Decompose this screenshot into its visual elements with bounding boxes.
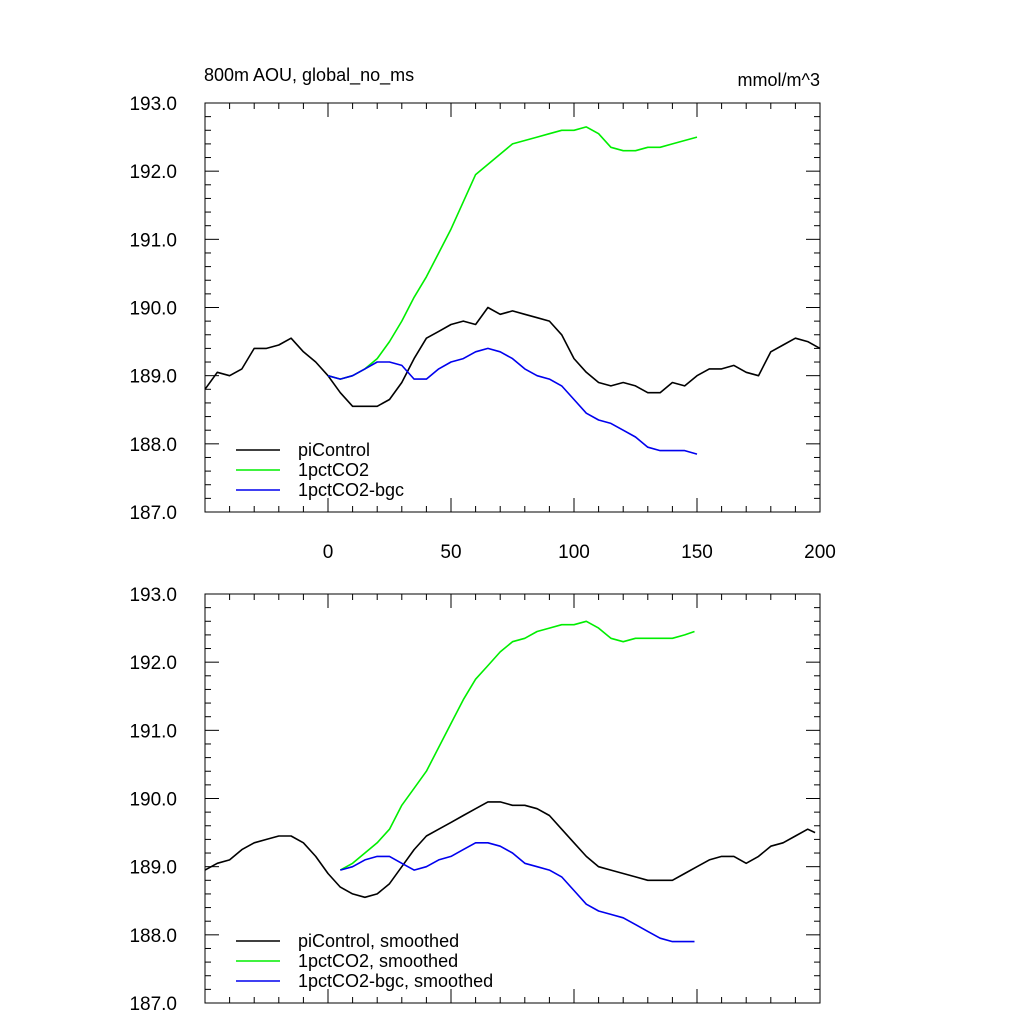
top-y-tick-label: 191.0: [129, 230, 177, 251]
bottom-legend-label: 1pctCO2, smoothed: [298, 951, 458, 971]
bottom-series-line-1: [339, 620, 695, 871]
bottom-y-tick-label: 189.0: [129, 858, 177, 879]
bottom-y-tick-label: 190.0: [129, 790, 177, 811]
top-y-tick-label: 187.0: [129, 503, 177, 524]
top-x-tick-label: 150: [681, 542, 713, 563]
top-x-tick-label: 200: [804, 542, 836, 563]
bottom-legend-label: 1pctCO2-bgc, smoothed: [298, 971, 493, 991]
bottom-x-ticks: [204, 594, 821, 1003]
top-y-tick-label: 193.0: [129, 94, 177, 115]
bottom-y-tick-label: 191.0: [129, 721, 177, 742]
top-x-tick-label: 100: [558, 542, 590, 563]
top-legend-label: piControl: [298, 440, 370, 460]
top-x-tick-label: 50: [440, 542, 461, 563]
bottom-y-tick-label: 193.0: [129, 585, 177, 606]
top-series-line-1: [327, 126, 698, 380]
bottom-y-tick-label: 188.0: [129, 926, 177, 947]
top-legend-label: 1pctCO2: [298, 460, 369, 480]
chart-title: 800m AOU, global_no_ms: [204, 65, 414, 86]
bottom-y-tick-label: 187.0: [129, 994, 177, 1015]
top-y-tick-label: 189.0: [129, 367, 177, 388]
bottom-y-ticks: [205, 593, 820, 1004]
top-y-ticks: [205, 102, 820, 513]
bottom-series-line-0: [204, 801, 816, 899]
bottom-plot-panel: 187.0 188.0 189.0 190.0 191.0 192.0 193.0 piCon…: [129, 585, 821, 1015]
top-series-line-2: [327, 347, 698, 455]
top-y-tick-label: 188.0: [129, 435, 177, 456]
top-legend-label: 1pctCO2-bgc: [298, 480, 404, 500]
top-x-ticks: [204, 103, 821, 512]
top-series-line-0: [204, 306, 821, 408]
top-x-tick-label: 0: [323, 542, 334, 563]
top-y-tick-label: 190.0: [129, 299, 177, 320]
chart-units: mmol/m^3: [738, 70, 820, 90]
bottom-y-tick-label: 192.0: [129, 653, 177, 674]
bottom-legend-label: piControl, smoothed: [298, 931, 459, 951]
top-plot-panel: 187.0 188.0 189.0 190.0 191.0 192.0 193.0 0 50 10…: [129, 94, 835, 563]
bottom-series-line-2: [340, 841, 695, 943]
top-y-tick-label: 192.0: [129, 162, 177, 183]
